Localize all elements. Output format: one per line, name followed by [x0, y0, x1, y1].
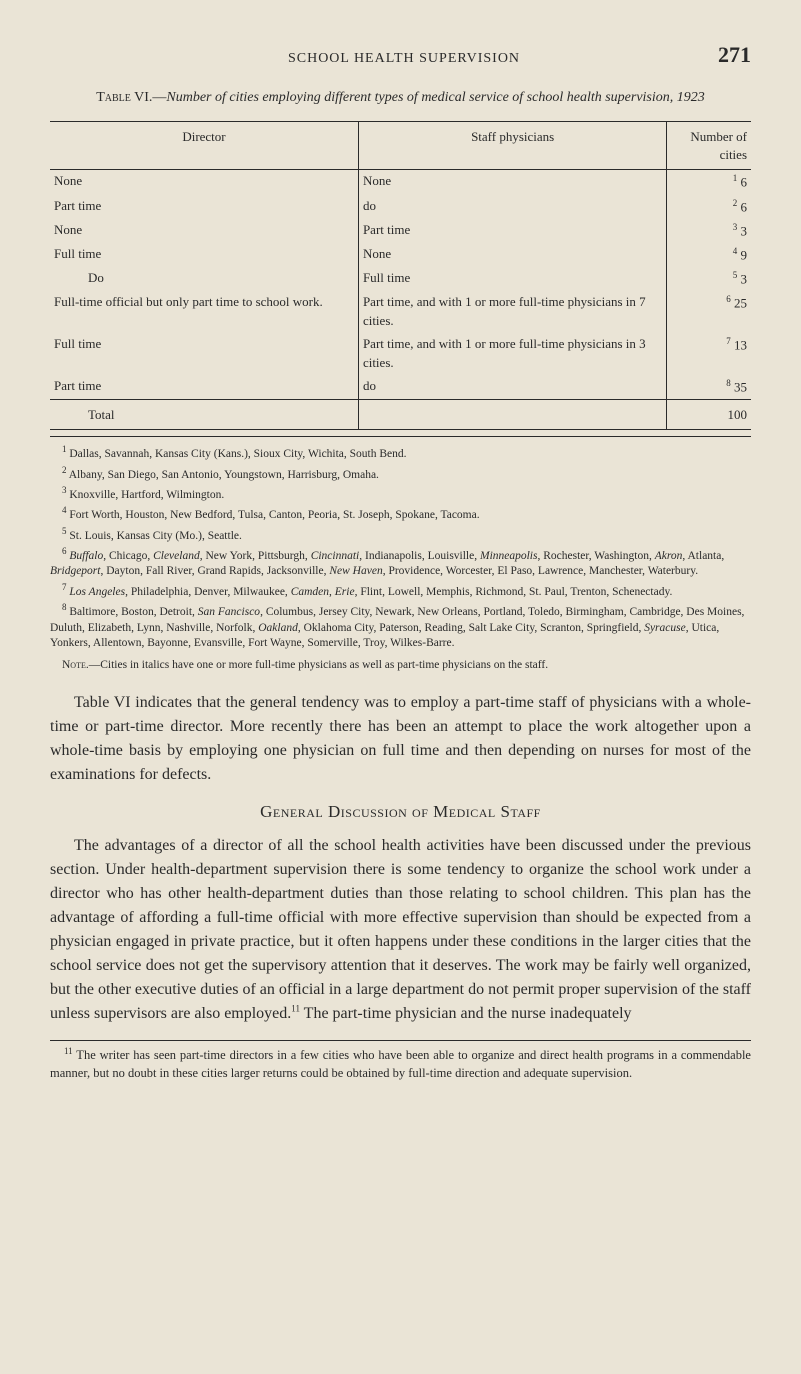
cell-number: 5 3 — [667, 267, 751, 291]
cell-staff: Part time, and with 1 or more full-time … — [358, 291, 666, 333]
cell-number: 2 6 — [667, 195, 751, 219]
cell-staff: Part time, and with 1 or more full-time … — [358, 333, 666, 375]
cell-director: Full time — [50, 243, 358, 267]
cell-staff: do — [358, 375, 666, 400]
page-number: 271 — [718, 40, 751, 70]
total-blank — [358, 399, 666, 430]
cell-staff: None — [358, 170, 666, 195]
page-header: SCHOOL HEALTH SUPERVISION 271 — [50, 40, 751, 70]
data-table: Director Staff physicians Number of citi… — [50, 121, 751, 430]
footnote-5: 5 St. Louis, Kansas City (Mo.), Seattle. — [50, 525, 751, 544]
footnote-7: 7 Los Angeles, Philadelphia, Denver, Mil… — [50, 581, 751, 600]
footnote-1: 1 Dallas, Savannah, Kansas City (Kans.),… — [50, 443, 751, 462]
cell-number: 3 3 — [667, 219, 751, 243]
running-head: SCHOOL HEALTH SUPERVISION — [90, 50, 718, 69]
table-row: Part time do 8 35 — [50, 375, 751, 400]
cell-director: None — [50, 170, 358, 195]
table-row: Full time Part time, and with 1 or more … — [50, 333, 751, 375]
cell-staff: None — [358, 243, 666, 267]
footnote-4: 4 Fort Worth, Houston, New Bedford, Tuls… — [50, 504, 751, 523]
table-total-row: Total 100 — [50, 399, 751, 430]
table-row: Full time None 4 9 — [50, 243, 751, 267]
table-caption: Table VI.—Number of cities employing dif… — [80, 88, 721, 108]
col-staff: Staff physicians — [358, 122, 666, 170]
footnote-3: 3 Knoxville, Hartford, Wilmington. — [50, 484, 751, 503]
cell-staff: Full time — [358, 267, 666, 291]
cell-director: Full time — [50, 333, 358, 375]
cell-director: None — [50, 219, 358, 243]
cell-number: 8 35 — [667, 375, 751, 400]
footnote-2: 2 Albany, San Diego, San Antonio, Youngs… — [50, 464, 751, 483]
cell-director: Full-time official but only part time to… — [50, 291, 358, 333]
cell-director: Part time — [50, 195, 358, 219]
cell-number: 6 25 — [667, 291, 751, 333]
total-label: Total — [50, 399, 358, 430]
footnote-6: 6 Buffalo, Chicago, Cleveland, New York,… — [50, 545, 751, 580]
cell-staff: do — [358, 195, 666, 219]
cell-number: 1 6 — [667, 170, 751, 195]
body-paragraph-2: The advantages of a director of all the … — [50, 834, 751, 1026]
table-header-row: Director Staff physicians Number of citi… — [50, 122, 751, 170]
footnote-8: 8 Baltimore, Boston, Detroit, San Fancis… — [50, 601, 751, 651]
col-number: Number of cities — [667, 122, 751, 170]
table-footnotes: 1 Dallas, Savannah, Kansas City (Kans.),… — [50, 436, 751, 651]
total-value: 100 — [667, 399, 751, 430]
footnote-rule — [50, 1040, 751, 1041]
table-row: Full-time official but only part time to… — [50, 291, 751, 333]
caption-italic: Number of cities employing different typ… — [166, 90, 704, 105]
table-row: Do Full time 5 3 — [50, 267, 751, 291]
note-line: Note.—Cities in italics have one or more… — [50, 658, 751, 674]
table-row: Part time do 2 6 — [50, 195, 751, 219]
bottom-footnote: 11 The writer has seen part-time directo… — [50, 1045, 751, 1082]
cell-director: Part time — [50, 375, 358, 400]
caption-lead: Table VI.— — [96, 90, 166, 105]
cell-number: 4 9 — [667, 243, 751, 267]
col-director: Director — [50, 122, 358, 170]
table-row: None Part time 3 3 — [50, 219, 751, 243]
cell-director: Do — [50, 267, 358, 291]
section-heading: General Discussion of Medical Staff — [50, 801, 751, 824]
table-row: None None 1 6 — [50, 170, 751, 195]
body-paragraph-1: Table VI indicates that the general tend… — [50, 691, 751, 787]
cell-staff: Part time — [358, 219, 666, 243]
cell-number: 7 13 — [667, 333, 751, 375]
